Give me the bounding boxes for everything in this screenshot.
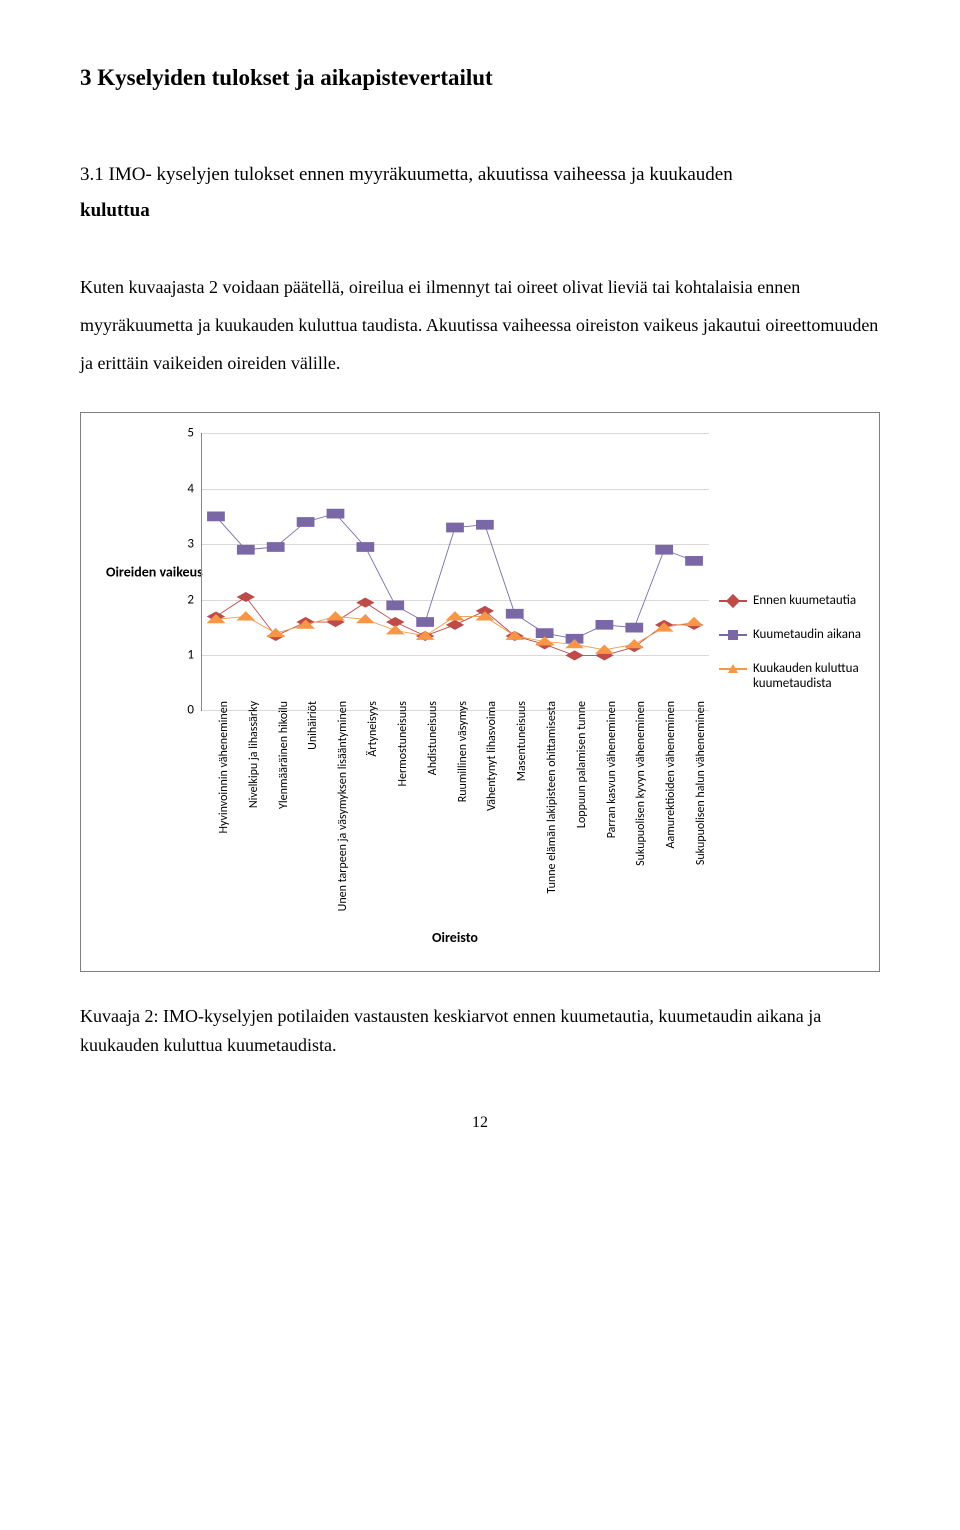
legend-label: Ennen kuumetautia [753,593,856,609]
legend-item: Kuumetaudin aikana [719,627,869,643]
series-marker [327,612,343,620]
x-tick-label: Unen tarpeen ja väsymyksen lisääntyminen [336,701,350,911]
x-tick-label: Hyvinvoinnin väheneminen [217,701,231,834]
page-number: 12 [80,1110,880,1136]
y-axis-title: Oireiden vaikeus [106,564,203,581]
body-paragraph: Kuten kuvaajasta 2 voidaan päätellä, oir… [80,269,880,382]
y-tick-label: 4 [187,481,194,496]
legend-swatch [719,663,747,675]
series-marker [387,601,403,610]
series-marker [686,618,702,626]
series-marker [507,610,523,619]
series-marker [626,624,642,633]
chart-legend: Ennen kuumetautia Kuumetaudin aikana Kuuka… [719,593,869,709]
series-marker [686,557,702,566]
x-tick-label: Ahdistuneisuus [426,701,440,775]
x-tick-label: Sukupuolisen kyvyn väheneminen [634,701,648,866]
y-tick-label: 3 [187,537,194,552]
heading-sub: 3.1 IMO- kyselyjen tulokset ennen myyräk… [80,157,880,229]
series-marker [417,618,433,627]
chart-container: Oireiden vaikeus Oireisto 0 1 2 3 4 5 Hyvinvoi… [80,412,880,972]
series-marker [387,626,403,634]
series-marker [656,546,672,555]
legend-item: Ennen kuumetautia [719,593,869,609]
series-marker [238,593,254,602]
x-tick-label: Masentuneisuus [515,701,529,781]
x-tick-label: Nivelkipu ja lihassärky [247,701,261,808]
chart-plot-area: Oireiden vaikeus Oireisto 012345Hyvinvoi… [201,433,709,711]
y-tick-label: 2 [187,592,194,607]
series-marker [566,651,582,660]
figure-caption: Kuvaaja 2: IMO-kyselyjen potilaiden vast… [80,1002,880,1060]
series-marker [596,621,612,630]
series-marker [357,599,373,608]
series-marker [208,512,224,521]
legend-label: Kuumetaudin aikana [753,627,861,643]
x-tick-label: Ruumillinen väsymys [456,701,470,802]
series-marker [238,612,254,620]
series-marker [477,521,493,530]
series-marker [268,543,284,552]
series-marker [238,546,254,555]
heading-main: 3 Kyselyiden tulokset ja aikapistevertai… [80,60,880,97]
series-marker [327,510,343,519]
y-tick-label: 0 [187,703,194,718]
series-marker [357,543,373,552]
x-tick-label: Tunne elämän lakipisteen ohittamisesta [545,701,559,894]
series-marker [297,518,313,527]
x-tick-label: Hermostuneisuus [396,701,410,786]
x-tick-label: Aamurektioiden väheneminen [664,701,678,849]
x-tick-label: Parran kasvun väheneminen [605,701,619,838]
x-tick-label: Ylenmääräinen hikoilu [277,701,291,809]
series-marker [447,612,463,620]
heading-sub-line2: kuluttua [80,200,150,221]
series-marker [537,637,553,645]
legend-swatch [719,595,747,607]
x-axis-title: Oireisto [432,929,478,946]
x-tick-label: Vähentynyt lihasvoima [485,701,499,811]
legend-label: Kuukauden kuluttua kuumetaudista [753,661,869,692]
x-tick-label: Loppuun palamisen tunne [575,701,589,828]
series-marker [596,646,612,654]
series-marker [447,523,463,532]
legend-item: Kuukauden kuluttua kuumetaudista [719,661,869,692]
legend-swatch [719,629,747,641]
heading-sub-line1: 3.1 IMO- kyselyjen tulokset ennen myyräk… [80,164,733,185]
x-tick-label: Sukupuolisen halun väheneminen [694,701,708,865]
y-tick-label: 5 [187,426,194,441]
y-tick-label: 1 [187,647,194,662]
